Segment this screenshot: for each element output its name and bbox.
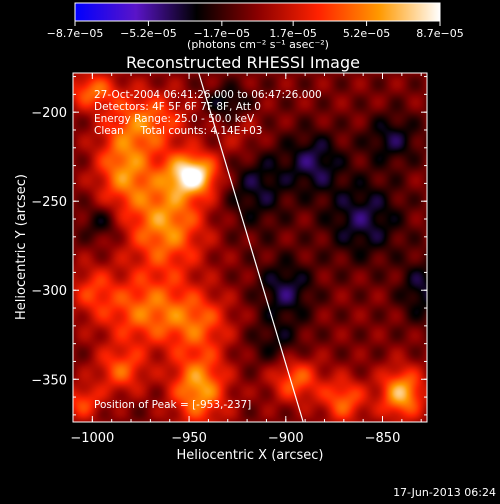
chart-title: Reconstructed RHESSI Image <box>126 53 360 72</box>
y-axis-ticks: −200 −250 −300 −350 <box>31 76 427 416</box>
x-axis-tick-label: −850 <box>365 431 401 446</box>
plot-frame <box>72 72 428 423</box>
y-axis-tick-label: −250 <box>31 195 67 210</box>
colorbar-tick-label: 1.7e−05 <box>269 27 316 40</box>
annotation-block: 27-Oct-2004 06:41:26.000 to 06:47:26.000… <box>94 89 322 137</box>
annotation-peak-position: Position of Peak = [-953,-237] <box>94 399 251 411</box>
y-axis-tick-label: −300 <box>31 284 67 299</box>
colorbar-tick-label: 5.2e−05 <box>343 27 390 40</box>
annotation-clean-counts: Clean Total counts: 4.14E+03 <box>94 125 263 137</box>
annotation-energy-range: Energy Range: 25.0 - 50.0 keV <box>94 113 255 125</box>
y-axis-tick-label: −350 <box>31 373 67 388</box>
x-axis-tick-label: −900 <box>268 431 304 446</box>
y-axis-tick-label: −200 <box>31 106 67 121</box>
x-axis-tick-label: −1000 <box>70 431 114 446</box>
colorbar-tick-label: −1.7e−05 <box>193 27 250 40</box>
colorbar-units: (photons cm⁻² s⁻¹ asec⁻²) <box>187 38 329 51</box>
colorbar-ticks: −8.7e−05 −5.2e−05 −1.7e−05 1.7e−05 5.2e−05 8.… <box>47 21 464 40</box>
colorbar-tick-label: 8.7e−05 <box>416 27 463 40</box>
x-axis-ticks: −1000 −950 −900 −850 <box>70 73 422 446</box>
x-axis-label: Heliocentric X (arcsec) <box>177 448 324 463</box>
y-axis-label: Heliocentric Y (arcsec) <box>14 174 29 320</box>
annotation-time-range: 27-Oct-2004 06:41:26.000 to 06:47:26.000 <box>94 89 322 101</box>
annotation-detectors: Detectors: 4F 5F 6F 7F 8F, Att 0 <box>94 101 261 113</box>
solar-limb-line <box>198 73 304 422</box>
colorbar-tick-label: −5.2e−05 <box>120 27 177 40</box>
x-axis-tick-label: −950 <box>171 431 207 446</box>
heatmap-canvas <box>73 73 427 422</box>
colorbar: −8.7e−05 −5.2e−05 −1.7e−05 1.7e−05 5.2e−05 8.… <box>47 2 464 51</box>
heatmap-image-container <box>73 73 427 422</box>
footer-date: 17-Jun-2013 06:24 <box>393 486 496 499</box>
colorbar-tick-label: −8.7e−05 <box>47 27 104 40</box>
colorbar-gradient <box>74 2 441 22</box>
